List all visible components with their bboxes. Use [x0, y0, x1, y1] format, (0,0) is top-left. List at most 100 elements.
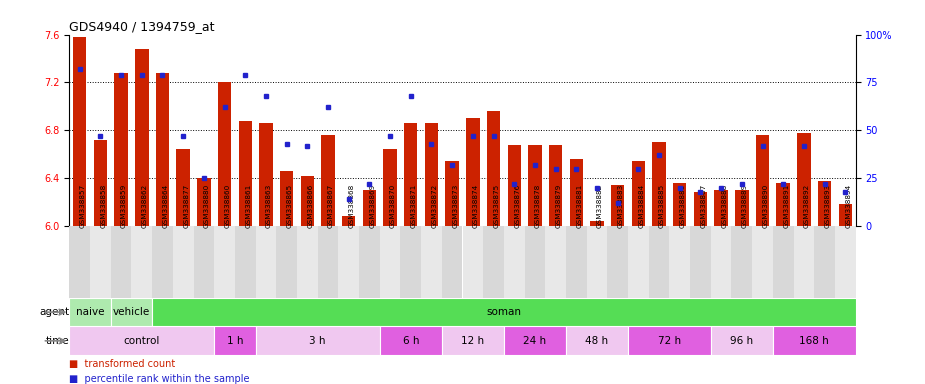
Bar: [566, 326, 628, 355]
Bar: [197, 178, 211, 226]
Text: GSM338885: GSM338885: [659, 184, 665, 228]
Bar: [773, 326, 856, 355]
Text: 48 h: 48 h: [586, 336, 609, 346]
Text: GSM338882: GSM338882: [597, 184, 603, 228]
Bar: [401, 226, 421, 298]
Text: GSM338873: GSM338873: [452, 184, 458, 228]
Bar: [301, 176, 314, 226]
Text: GSM338876: GSM338876: [514, 184, 520, 228]
Bar: [570, 159, 583, 226]
Bar: [483, 226, 504, 298]
Text: GSM338858: GSM338858: [101, 184, 106, 228]
Bar: [215, 226, 235, 298]
Bar: [280, 171, 293, 226]
Bar: [359, 226, 380, 298]
Text: GSM338880: GSM338880: [204, 184, 210, 228]
Text: time: time: [45, 336, 69, 346]
Bar: [632, 161, 645, 226]
Text: GSM338872: GSM338872: [431, 184, 438, 228]
Bar: [694, 192, 708, 226]
Bar: [404, 123, 417, 226]
Bar: [714, 190, 728, 226]
Text: agent: agent: [39, 307, 69, 317]
Text: GSM338864: GSM338864: [163, 184, 168, 228]
Text: GSM338860: GSM338860: [225, 184, 230, 228]
Bar: [152, 226, 173, 298]
Text: GSM338863: GSM338863: [266, 184, 272, 228]
Bar: [380, 226, 401, 298]
Bar: [235, 226, 255, 298]
Bar: [342, 217, 355, 226]
Bar: [259, 123, 273, 226]
Text: GSM338891: GSM338891: [783, 184, 789, 228]
Bar: [111, 298, 152, 326]
Text: 12 h: 12 h: [462, 336, 485, 346]
Text: GSM338859: GSM338859: [121, 184, 127, 228]
Bar: [524, 226, 545, 298]
Text: ■  transformed count: ■ transformed count: [69, 359, 176, 369]
Text: GSM338874: GSM338874: [473, 184, 479, 228]
Bar: [610, 185, 624, 226]
Bar: [152, 298, 856, 326]
Bar: [794, 226, 814, 298]
Text: GSM338877: GSM338877: [183, 184, 190, 228]
Bar: [90, 226, 111, 298]
Bar: [446, 161, 459, 226]
Bar: [735, 190, 748, 226]
Bar: [111, 226, 131, 298]
Text: GSM338875: GSM338875: [494, 184, 500, 228]
Bar: [628, 226, 648, 298]
Bar: [383, 149, 397, 226]
Bar: [317, 226, 339, 298]
Text: GSM338878: GSM338878: [535, 184, 541, 228]
Bar: [756, 135, 770, 226]
Bar: [814, 226, 835, 298]
Bar: [277, 226, 297, 298]
Text: 168 h: 168 h: [799, 336, 829, 346]
Bar: [177, 149, 190, 226]
Bar: [93, 140, 107, 226]
Text: 3 h: 3 h: [310, 336, 326, 346]
Bar: [466, 118, 479, 226]
Bar: [155, 73, 169, 226]
Bar: [566, 226, 586, 298]
Bar: [670, 226, 690, 298]
Text: 72 h: 72 h: [658, 336, 681, 346]
Text: GSM338867: GSM338867: [328, 184, 334, 228]
Bar: [69, 326, 215, 355]
Text: naive: naive: [76, 307, 105, 317]
Bar: [508, 145, 521, 226]
Bar: [193, 226, 215, 298]
Text: ■  percentile rank within the sample: ■ percentile rank within the sample: [69, 374, 250, 384]
Text: GSM338866: GSM338866: [307, 184, 314, 228]
Text: GSM338869: GSM338869: [369, 184, 376, 228]
Text: GSM338881: GSM338881: [576, 184, 583, 228]
Text: 6 h: 6 h: [402, 336, 419, 346]
Text: GSM338893: GSM338893: [824, 184, 831, 228]
Bar: [321, 135, 335, 226]
Text: GSM338889: GSM338889: [742, 184, 747, 228]
Text: GSM338857: GSM338857: [80, 184, 86, 228]
Bar: [363, 190, 376, 226]
Bar: [652, 142, 666, 226]
Bar: [255, 226, 277, 298]
Bar: [442, 326, 504, 355]
Text: control: control: [124, 336, 160, 346]
Bar: [380, 326, 442, 355]
Bar: [442, 226, 462, 298]
Bar: [69, 298, 111, 326]
Text: GSM338879: GSM338879: [556, 184, 561, 228]
Bar: [73, 37, 86, 226]
Text: GSM338861: GSM338861: [245, 184, 252, 228]
Text: GSM338887: GSM338887: [700, 184, 707, 228]
Bar: [528, 145, 542, 226]
Bar: [462, 226, 483, 298]
Text: GSM338865: GSM338865: [287, 184, 292, 228]
Bar: [215, 326, 255, 355]
Text: GSM338892: GSM338892: [804, 184, 810, 228]
Bar: [487, 111, 500, 226]
Text: GSM338862: GSM338862: [142, 184, 148, 228]
Bar: [297, 226, 317, 298]
Bar: [239, 121, 252, 226]
Bar: [504, 226, 524, 298]
